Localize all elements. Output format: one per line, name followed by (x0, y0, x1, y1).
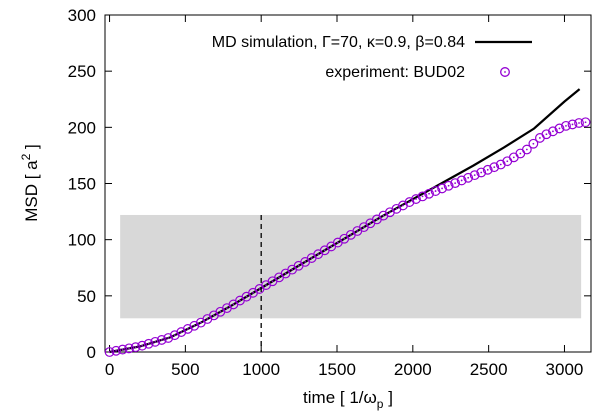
experiment-point (130, 342, 141, 353)
y-tick-label: 250 (68, 62, 96, 81)
experiment-point (443, 180, 454, 191)
experiment-point (463, 172, 474, 183)
experiment-point (430, 186, 441, 196)
experiment-point (163, 333, 174, 343)
experiment-point (143, 338, 154, 349)
experiment-point (574, 118, 584, 128)
experiment-point (111, 345, 121, 356)
legend: MD simulation, Γ=70, κ=0.9, β=0.84 exper… (212, 34, 532, 81)
y-tick-label: 200 (68, 118, 96, 137)
experiment-point (469, 170, 480, 181)
experiment-point (189, 320, 200, 331)
experiment-point (450, 178, 461, 189)
experiment-point (437, 183, 447, 194)
experiment-point (476, 167, 487, 178)
x-tick-label: 1500 (318, 360, 356, 379)
y-tick-label: 0 (87, 343, 96, 362)
x-axis-title: time [ 1/ωp ] (303, 388, 393, 411)
legend-swatch-experiment (500, 67, 510, 77)
shaded-region (120, 214, 582, 319)
experiment-point (567, 119, 578, 130)
y-tick-label: 150 (68, 175, 96, 194)
experiment-point (150, 336, 161, 347)
experiment-point (482, 164, 493, 175)
experiment-point (508, 152, 519, 163)
experiment-point (456, 175, 467, 186)
experiment-point (124, 343, 135, 354)
experiment-point (534, 133, 545, 143)
experiment-point (489, 162, 500, 173)
experiment-point (548, 126, 558, 137)
series-layer (104, 88, 591, 357)
y-tick-label: 50 (77, 287, 96, 306)
y-tick-label: 300 (68, 6, 96, 25)
experiment-point (404, 197, 415, 207)
experiment-point (424, 188, 434, 199)
x-tick-label: 3000 (546, 360, 584, 379)
experiment-point (417, 191, 428, 202)
y-axis-title: MSD [ a2 ] (19, 144, 41, 222)
x-tick-label: 1000 (242, 360, 280, 379)
experiment-point (528, 138, 539, 149)
experiment-point (169, 330, 180, 341)
experiment-point (541, 129, 552, 140)
experiment-point (515, 148, 526, 159)
experiment-point (521, 144, 532, 155)
x-tick-label: 2000 (394, 360, 432, 379)
experiment-point (137, 340, 148, 351)
experiment-point (117, 344, 128, 355)
experiment-point (104, 347, 115, 357)
y-tick-label: 100 (68, 231, 96, 250)
legend-label-md: MD simulation, Γ=70, κ=0.9, β=0.84 (212, 34, 465, 51)
experiment-point (176, 327, 187, 337)
axis-ticks: 0 500 1000 1500 2000 2500 3000 0 50 100 150 200 250 3… (68, 6, 591, 379)
legend-label-experiment: experiment: BUD02 (325, 64, 465, 81)
experiment-point (182, 324, 193, 334)
x-tick-label: 0 (105, 360, 114, 379)
x-tick-label: 500 (171, 360, 199, 379)
experiment-point (156, 335, 167, 345)
experiment-point (411, 194, 421, 204)
experiment-point (554, 123, 565, 134)
x-tick-label: 2500 (470, 360, 508, 379)
experiment-point (580, 117, 591, 128)
experiment-point (561, 120, 571, 131)
